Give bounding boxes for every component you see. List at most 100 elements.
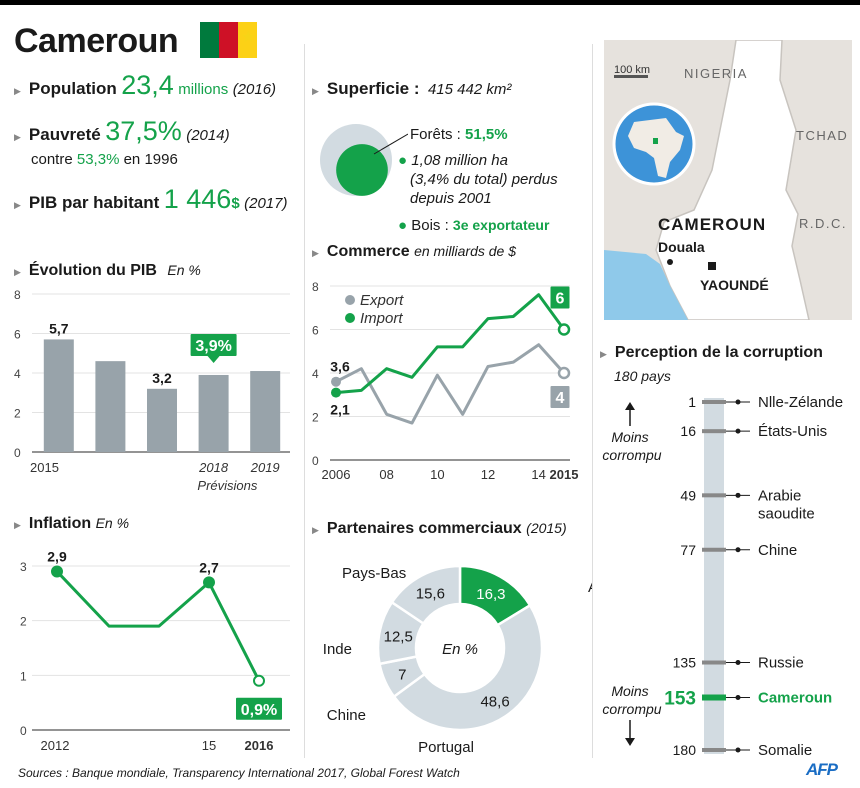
commerce-ytick-label: 6 xyxy=(312,324,319,338)
corruption-country-label-2: saoudite xyxy=(758,505,815,522)
pib-value: 1 446 xyxy=(163,184,232,214)
partenaire-slice xyxy=(392,603,544,732)
inflation-point xyxy=(203,576,215,589)
corruption-rank-label: 1 xyxy=(688,394,696,410)
commerce-series-line-export xyxy=(335,343,566,425)
commerce-xtick-label: 10 xyxy=(430,467,444,482)
bois-rank: 3e exportateur xyxy=(452,217,550,233)
commerce-data-label-import-end: 6 xyxy=(556,291,565,308)
corruption-rank-tick xyxy=(702,400,726,404)
pib-xtick-label: 2019 xyxy=(250,460,280,475)
forets-note-line3: depuis 2001 xyxy=(410,190,492,207)
forets-line: Forêts : 51,5% xyxy=(410,126,508,143)
map-label-douala: Douala xyxy=(658,239,705,255)
map-scale-bar xyxy=(614,75,648,78)
pauvrete-row: ▶ Pauvreté 37,5% (2014) xyxy=(14,116,230,147)
divider-right xyxy=(592,44,593,758)
corruption-chart: Moins corrompu Moins corrompu 1 Nlle-Zélande 1… xyxy=(602,394,843,759)
population-value: 23,4 xyxy=(121,70,174,100)
corruption-rank-tick xyxy=(702,694,726,701)
bullet-arrow-icon: ▶ xyxy=(14,86,21,96)
pauvrete-compare-year: en 1996 xyxy=(123,151,178,168)
inflation-series-line xyxy=(55,570,261,682)
map-sea xyxy=(604,250,688,320)
bullet-arrow-icon: ▶ xyxy=(14,520,21,530)
forets-note-1: 1,08 million ha xyxy=(411,152,508,169)
inflation-ytick-label: 2 xyxy=(20,615,27,629)
top-bar xyxy=(0,0,860,5)
forets-value: 51,5% xyxy=(465,126,508,143)
corruption-subtitle: 180 pays xyxy=(614,368,671,384)
pib-bar xyxy=(95,361,126,452)
pib-ytick-label: 4 xyxy=(14,367,21,381)
corruption-rank-label: 77 xyxy=(680,542,696,558)
bois-line: ● Bois : 3e exportateur xyxy=(398,217,549,234)
corruption-rank-label: 49 xyxy=(680,487,696,503)
pib-data-label: 3,9% xyxy=(195,338,231,355)
corruption-rank-label: 180 xyxy=(673,742,697,758)
commerce-legend-label: Export xyxy=(360,292,404,309)
corruption-rank-tick xyxy=(702,429,726,434)
partenaire-name-label: Autres xyxy=(588,579,592,596)
corruption-leader-dot xyxy=(735,660,741,666)
pib-chart-title-text: Évolution du PIB xyxy=(28,262,157,279)
divider-left xyxy=(304,44,305,758)
corruption-rank-tick xyxy=(702,748,726,752)
flag-stripe-red: ★ xyxy=(219,22,255,58)
commerce-xtick-label: 2015 xyxy=(550,467,579,482)
bullet-arrow-icon: ▶ xyxy=(14,267,21,277)
afp-logo: AFP xyxy=(806,760,838,779)
pib-data-label: 3,2 xyxy=(152,370,172,386)
inflation-chart-title-text: Inflation xyxy=(28,515,92,532)
map-label-cameroun: CAMEROUN xyxy=(658,215,766,234)
pib-label-pointer xyxy=(207,355,220,363)
map-scale-label: 100 km xyxy=(614,64,650,76)
pib-bar xyxy=(147,388,177,452)
inflation-xtick-label: 2016 xyxy=(245,738,274,753)
pauvrete-year: (2014) xyxy=(186,127,230,144)
population-year: (2016) xyxy=(232,81,277,98)
partenaire-name-label: Portugal xyxy=(418,739,474,756)
corruption-scale-bar xyxy=(704,398,724,754)
pib-bar xyxy=(198,374,229,452)
map-label-nigeria: NIGERIA xyxy=(684,66,748,81)
bullet-arrow-icon: ▶ xyxy=(14,132,21,142)
corruption-leader-dot xyxy=(735,747,741,753)
bullet-dot-icon: ● xyxy=(398,217,408,234)
commerce-start-point xyxy=(331,376,341,387)
pauvrete-value: 37,5% xyxy=(105,116,182,146)
corruption-country-label: États-Unis xyxy=(758,423,827,440)
commerce-data-label-export-end: 4 xyxy=(556,390,565,407)
pib-row: ▶ PIB par habitant 1 446$ (2017) xyxy=(14,184,287,215)
inflation-xtick-label: 15 xyxy=(202,738,216,753)
partenaire-value-label: 48,6 xyxy=(480,693,509,710)
partenaires-center-label: En % xyxy=(442,641,478,658)
flag-stripe-yellow xyxy=(238,22,257,58)
pib-note: Prévisions xyxy=(197,478,257,493)
pib-chart-title: ▶ Évolution du PIB En % xyxy=(14,262,201,280)
superficie-row: ▶ Superficie : 415 442 km² xyxy=(312,79,511,99)
forest-share-circle xyxy=(336,144,388,196)
commerce-end-point xyxy=(557,366,571,380)
commerce-data-label-export-end-box xyxy=(550,386,570,408)
inflation-point xyxy=(51,565,63,578)
pauvrete-label: Pauvreté xyxy=(28,125,101,144)
arrow-up-icon xyxy=(625,402,635,410)
bullet-dot-icon: ● xyxy=(398,152,408,169)
commerce-data-label-export-start: 3,6 xyxy=(330,359,350,375)
corruption-leader-dot xyxy=(735,492,741,498)
pib-xtick-label: 2018 xyxy=(198,460,229,475)
pib-chart: 0 2 4 6 8 2015 5,7 3,2 2018 3,9% 2019 Prévisions xyxy=(14,288,290,493)
population-label: Population xyxy=(28,79,117,98)
commerce-legend-marker xyxy=(345,295,355,305)
partenaire-value-label: 7 xyxy=(398,666,406,683)
pib-ytick-label: 2 xyxy=(14,407,21,421)
inflation-data-label-box xyxy=(236,697,282,720)
forets-note-line1: ● 1,08 million ha xyxy=(398,151,558,170)
commerce-xtick-label: 08 xyxy=(379,467,393,482)
inflation-ytick-label: 1 xyxy=(20,669,27,683)
commerce-series-line-import xyxy=(335,293,566,395)
map-globe-marker xyxy=(653,138,658,144)
pib-bar xyxy=(43,339,74,452)
